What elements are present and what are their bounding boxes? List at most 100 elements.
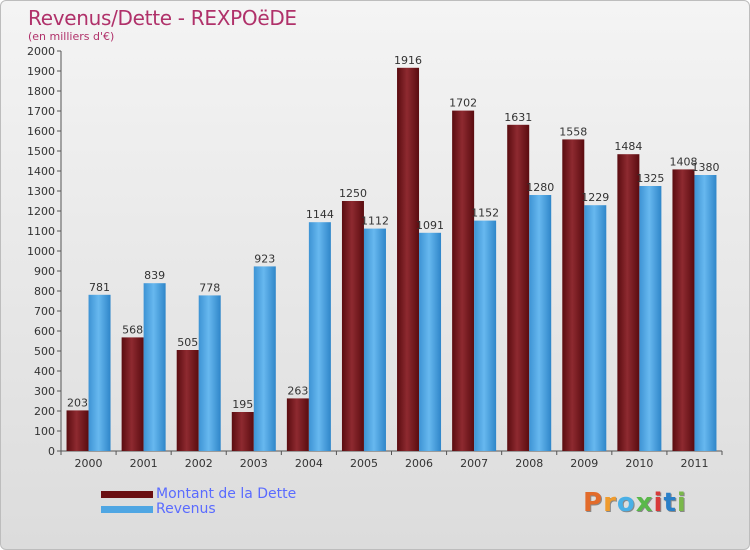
bar-revenus <box>419 232 442 451</box>
bar-revenus <box>694 175 717 451</box>
x-tick-label: 2005 <box>350 457 378 470</box>
x-tick-label: 2001 <box>130 457 158 470</box>
x-tick-label: 2003 <box>240 457 268 470</box>
bar-revenus <box>253 266 276 451</box>
data-label-revenus: 1152 <box>471 207 499 220</box>
bar-dette <box>286 398 309 451</box>
x-tick-label: 2010 <box>625 457 653 470</box>
y-tick-label: 1000 <box>27 245 55 258</box>
data-labels: 203 781 568 839 505 778 195 923 263 1144 1250 1112 1… <box>67 54 719 411</box>
y-tick-label: 700 <box>34 305 55 318</box>
chart-subtitle: (en milliers d'€) <box>28 30 115 43</box>
y-tick-label: 1500 <box>27 145 55 158</box>
logo-letter: i <box>676 488 687 518</box>
data-label-revenus: 1280 <box>526 181 554 194</box>
data-label-dette: 1702 <box>449 97 477 110</box>
y-tick-label: 400 <box>34 365 55 378</box>
y-tick-label: 1600 <box>27 125 55 138</box>
y-tick-label: 0 <box>48 445 55 458</box>
logo-letter: i <box>653 488 664 518</box>
y-tick-label: 1900 <box>27 65 55 78</box>
legend-swatch-dette <box>101 491 153 498</box>
data-label-dette: 1916 <box>394 54 422 67</box>
logo-letter: t <box>663 488 677 518</box>
y-tick-label: 500 <box>34 345 55 358</box>
bar-revenus <box>198 295 221 451</box>
logo-letter: r <box>603 488 617 518</box>
bar-revenus <box>88 294 111 451</box>
data-label-revenus: 1229 <box>581 191 609 204</box>
y-tick-label: 1100 <box>27 225 55 238</box>
data-label-revenus: 1325 <box>636 172 664 185</box>
data-label-dette: 1631 <box>504 111 532 124</box>
bar-dette <box>617 154 640 451</box>
logo-letter: P <box>583 488 604 518</box>
x-tick-label: 2011 <box>680 457 708 470</box>
x-tick-label: 2000 <box>75 457 103 470</box>
chart-title: Revenus/Dette - REXPOëDE <box>28 6 297 30</box>
data-label-revenus: 839 <box>144 269 165 282</box>
y-tick-label: 300 <box>34 385 55 398</box>
data-label-revenus: 1112 <box>361 215 389 228</box>
y-tick-label: 1300 <box>27 185 55 198</box>
proxiti-logo: Proxiti <box>583 488 687 518</box>
bar-revenus <box>363 228 386 451</box>
bar-dette <box>672 169 695 451</box>
bar-dette <box>121 337 144 451</box>
bar-dette <box>231 412 254 451</box>
data-label-revenus: 1144 <box>306 208 334 221</box>
bar-revenus <box>474 220 497 451</box>
bar-dette <box>452 110 475 451</box>
x-tick-label: 2007 <box>460 457 488 470</box>
bar-dette <box>507 124 530 452</box>
y-tick-label: 1200 <box>27 205 55 218</box>
y-tick-label: 600 <box>34 325 55 338</box>
data-label-dette: 1408 <box>669 155 697 168</box>
data-label-dette: 203 <box>67 396 88 409</box>
bar-dette <box>397 67 420 452</box>
data-label-revenus: 778 <box>199 281 220 294</box>
y-tick-label: 800 <box>34 285 55 298</box>
bar-dette <box>341 201 364 451</box>
bar-revenus <box>584 205 607 451</box>
logo-letter: x <box>635 488 654 518</box>
y-tick-label: 1700 <box>27 105 55 118</box>
x-tick-label: 2008 <box>515 457 543 470</box>
bar-revenus <box>529 195 552 451</box>
data-label-dette: 1250 <box>339 187 367 200</box>
y-tick-label: 100 <box>34 425 55 438</box>
x-tick-label: 2009 <box>570 457 598 470</box>
y-tick-label: 1800 <box>27 85 55 98</box>
data-label-dette: 1484 <box>614 140 642 153</box>
y-tick-label: 1400 <box>27 165 55 178</box>
y-tick-label: 200 <box>34 405 55 418</box>
bar-dette <box>562 139 585 451</box>
data-label-dette: 505 <box>177 336 198 349</box>
x-tick-label: 2006 <box>405 457 433 470</box>
bar-revenus <box>143 283 166 451</box>
y-tick-label: 2000 <box>27 45 55 58</box>
legend-label-revenus: Revenus <box>156 501 216 517</box>
legend-label-dette: Montant de la Dette <box>156 486 297 502</box>
data-label-revenus: 923 <box>254 252 275 265</box>
x-tick-label: 2002 <box>185 457 213 470</box>
axes: 0 100 200 300 400 500 600 700 800 900 1000 1100 1200… <box>27 45 723 470</box>
x-tick-label: 2004 <box>295 457 323 470</box>
bar-revenus <box>639 186 662 451</box>
bar-revenus <box>308 222 331 451</box>
bar-dette <box>66 410 89 451</box>
data-label-dette: 263 <box>287 384 308 397</box>
logo-letter: o <box>616 488 636 518</box>
data-label-revenus: 1091 <box>416 219 444 232</box>
data-label-revenus: 1380 <box>691 161 719 174</box>
legend-swatch-revenus <box>101 506 153 513</box>
data-label-dette: 1558 <box>559 125 587 138</box>
data-label-dette: 568 <box>122 323 143 336</box>
bars <box>66 67 717 452</box>
y-tick-label: 900 <box>34 265 55 278</box>
data-label-dette: 195 <box>232 398 253 411</box>
data-label-revenus: 781 <box>89 281 110 294</box>
bar-dette <box>176 350 199 451</box>
